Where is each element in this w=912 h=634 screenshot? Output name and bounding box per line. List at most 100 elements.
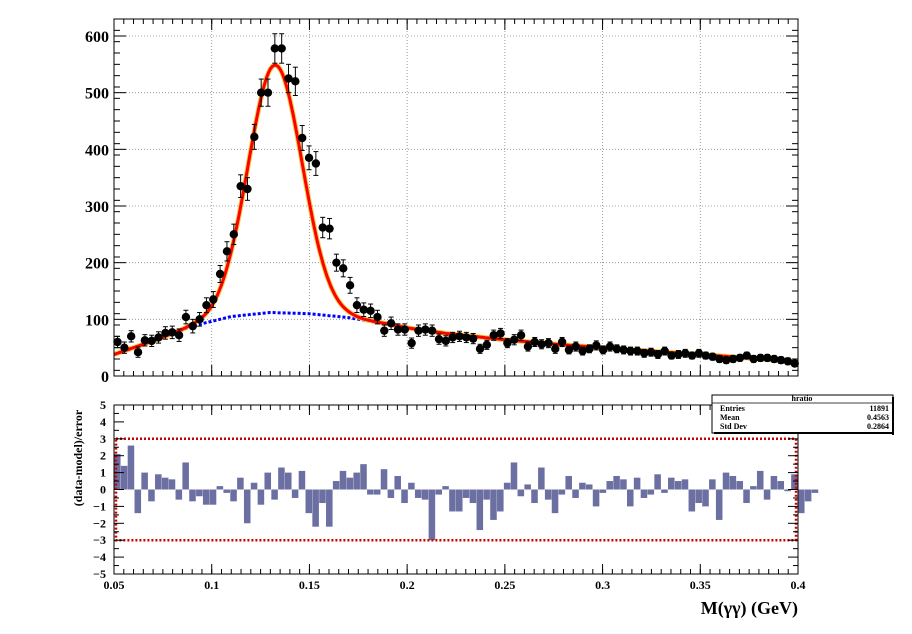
data-point	[605, 342, 615, 351]
data-point	[633, 346, 642, 356]
residual-bar	[647, 489, 655, 495]
residual-bar	[613, 475, 620, 490]
data-point	[735, 353, 745, 363]
data-point	[510, 335, 519, 344]
data-point	[400, 325, 409, 334]
data-point	[537, 340, 546, 349]
residual-bar	[250, 482, 258, 490]
background-curve-layer	[113, 310, 799, 364]
stats-entries-value: 11891	[869, 404, 889, 413]
residual-bar	[620, 479, 627, 490]
residual-bar	[298, 470, 306, 490]
residual-bar	[264, 472, 272, 490]
residual-bar	[483, 489, 490, 500]
data-point	[386, 319, 396, 328]
y-tick-label: 200	[85, 256, 109, 273]
residual-bar	[640, 489, 648, 498]
data-point	[352, 300, 362, 310]
residual-bar	[120, 465, 128, 490]
data-point	[571, 342, 580, 351]
fit-curve-halo	[113, 62, 799, 365]
x-tick-label: 0.05	[104, 578, 125, 592]
data-point	[462, 333, 471, 342]
data-point	[749, 354, 758, 364]
data-point	[277, 44, 286, 53]
residual-bar	[510, 462, 518, 490]
data-point	[564, 345, 574, 355]
data-point	[496, 329, 505, 338]
residual-bar	[408, 482, 415, 490]
x-tick-label: 0.25	[494, 578, 515, 592]
data-point	[256, 88, 266, 97]
data-point	[339, 264, 348, 273]
y-tick-label: 400	[85, 142, 109, 159]
residual-bar	[161, 477, 169, 490]
data-point	[332, 258, 341, 267]
y-tick-label: 500	[85, 86, 109, 103]
residual-bar	[688, 489, 696, 512]
residual-bar	[305, 489, 313, 514]
data-point	[523, 342, 533, 351]
residual-bar	[360, 464, 367, 490]
data-point	[674, 350, 683, 359]
residual-bar	[811, 489, 819, 493]
stats-box-frame	[711, 394, 894, 434]
data-point	[311, 159, 321, 168]
residual-bar	[175, 489, 183, 500]
data-point	[742, 351, 751, 360]
residual-bar	[196, 489, 203, 497]
residual-bar	[497, 489, 504, 512]
x-tick-label: 0.1	[204, 578, 219, 592]
data-point	[359, 305, 368, 314]
y-axis-title: (data-model)/error	[71, 409, 85, 506]
residual-bar	[168, 479, 176, 490]
data-point	[530, 337, 539, 347]
residual-bar	[715, 489, 723, 520]
data-point	[681, 349, 690, 358]
stats-stddev-label: Std Dev	[720, 422, 747, 431]
residual-bar	[401, 489, 408, 504]
data-point	[380, 326, 389, 335]
residual-bar	[654, 474, 661, 490]
residual-bar	[469, 489, 477, 504]
y-tick-label: −3	[93, 533, 106, 547]
stats-box-shadow	[892, 397, 894, 435]
data-point	[236, 181, 245, 191]
data-point	[195, 315, 204, 324]
residual-bar	[599, 489, 607, 493]
data-point	[407, 338, 416, 348]
data-point	[489, 331, 498, 340]
residual-bar	[442, 486, 449, 490]
residual-bar	[141, 472, 148, 490]
residual-bar	[449, 489, 456, 512]
y-tick-label: 2	[100, 449, 106, 463]
data-point	[222, 247, 232, 256]
data-point	[243, 184, 252, 194]
x-tick-label: 0.15	[299, 578, 320, 592]
residual-bar	[709, 479, 716, 490]
stats-mean-label: Mean	[720, 413, 740, 422]
data-point	[468, 334, 478, 343]
data-point	[414, 326, 423, 335]
data-point	[304, 153, 314, 163]
residual-bar	[565, 475, 572, 490]
data-point	[455, 332, 464, 341]
data-point	[516, 331, 526, 340]
residual-bar	[798, 489, 805, 514]
data-point	[776, 355, 786, 365]
data-point	[181, 312, 191, 322]
residual-bar	[339, 470, 347, 490]
residual-bar	[524, 484, 531, 490]
residual-bar	[127, 445, 135, 490]
data-point	[592, 341, 601, 350]
residual-bar	[729, 475, 737, 490]
data-point	[475, 344, 485, 353]
residual-bar	[216, 486, 224, 490]
data-point	[284, 74, 293, 83]
data-point	[229, 230, 238, 239]
residual-bar	[627, 489, 634, 507]
residual-bar	[189, 489, 196, 502]
data-point	[441, 336, 451, 346]
residual-bar	[538, 467, 545, 490]
data-point	[783, 357, 793, 366]
